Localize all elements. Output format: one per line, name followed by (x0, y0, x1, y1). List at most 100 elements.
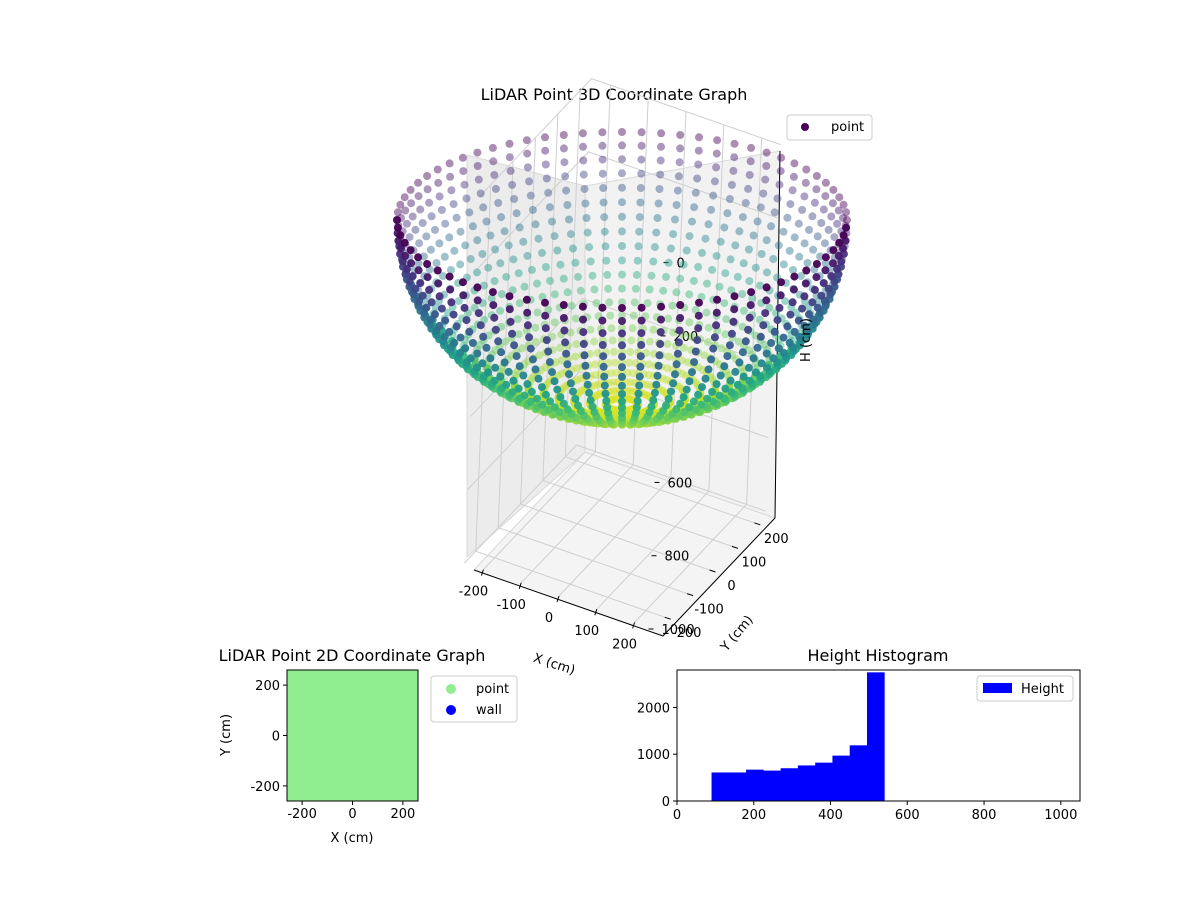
scatter-point-3d (598, 341, 607, 349)
scatter-point-3d (712, 163, 721, 172)
scatter-point-3d (751, 368, 760, 377)
x-tick-mark (556, 595, 560, 603)
scatter-point-3d (753, 217, 762, 226)
scatter-point-3d (762, 148, 771, 157)
scatter-point-3d (685, 403, 694, 412)
scatter-point-3d (509, 376, 518, 385)
scatter-point-3d (741, 337, 750, 346)
scatter-point-3d (637, 303, 646, 312)
scatter-point-3d (496, 306, 505, 315)
scatter-point-3d (553, 246, 562, 255)
scatter-point-3d (664, 258, 673, 267)
scatter-point-3d (526, 191, 535, 200)
scatter-point-3d (738, 213, 747, 222)
scatter-point-3d (713, 295, 722, 304)
scatter-point-3d (745, 277, 754, 286)
scatter-point-3d (816, 252, 825, 261)
scatter-point-3d (774, 241, 783, 250)
scatter-point-3d (669, 230, 678, 239)
scatter-point-3d (550, 403, 559, 412)
y-tick-label-hist: 0 (662, 795, 670, 810)
scatter-point-3d (626, 387, 635, 395)
scatter-point-3d (579, 315, 587, 324)
scatter-point-3d (557, 369, 566, 378)
scatter-point-3d (805, 310, 813, 319)
scatter-point-3d (550, 232, 559, 241)
scatter-point-3d (757, 250, 766, 258)
scatter-point-3d (618, 198, 626, 207)
scatter-point-3d (445, 159, 454, 168)
scatter-point-3d (657, 302, 666, 311)
scatter-point-3d (744, 363, 753, 372)
scatter-point-3d (550, 377, 559, 386)
scatter-point-3d (550, 290, 559, 299)
scatter-point-3d (835, 193, 844, 202)
scatter-point-3d (756, 332, 765, 341)
scatter-point-3d (432, 259, 441, 267)
scatter-point-3d (491, 363, 500, 372)
scatter-point-3d (528, 205, 537, 214)
scatter-point-3d (679, 343, 688, 352)
scatter-point-3d (465, 327, 474, 336)
scatter-point-3d (763, 268, 771, 277)
x-tick-label: 100 (574, 624, 599, 639)
scatter-point-3d (541, 298, 549, 307)
scatter-point-3d (783, 322, 792, 331)
scatter-point-3d (560, 158, 569, 167)
grid-line-y (565, 456, 755, 524)
scatter-point-3d (523, 321, 532, 330)
scatter-point-3d (659, 286, 668, 295)
scatter-point-3d (701, 374, 710, 383)
scatter-point-3d (488, 288, 497, 297)
scatter-point-3d (431, 225, 439, 234)
scatter-point-3d (790, 327, 799, 336)
scatter-point-3d (720, 223, 729, 232)
grid-line-y (564, 90, 581, 457)
scatter-point-3d (523, 308, 532, 317)
scatter-point-3d (473, 236, 482, 245)
x-axis-line (473, 569, 664, 637)
scatter-point-3d (474, 309, 483, 318)
scatter-point-3d (653, 371, 662, 380)
scatter-point-3d (496, 259, 505, 268)
scatter-point-3d (566, 379, 575, 388)
scatter-point-3d (761, 309, 770, 318)
scatter-point-3d (775, 180, 784, 189)
scatter-point-3d (695, 133, 703, 142)
scatter-point-3d (749, 231, 758, 240)
scatter-point-3d (556, 343, 565, 352)
scatter-point-3d (673, 349, 682, 358)
scatter-point-3d (544, 188, 553, 197)
scatter-point-3d (520, 282, 529, 291)
scatter-point-3d (569, 387, 577, 396)
legend-histogram: Height (976, 675, 1074, 702)
scatter-point-3d (609, 378, 618, 387)
scatter-point-3d (636, 362, 645, 371)
scatter-point-3d (546, 397, 555, 406)
scatter-point-3d (624, 358, 633, 367)
x-tick-label: 200 (612, 637, 637, 652)
scatter-point-3d (571, 394, 580, 403)
scatter-point-3d (431, 310, 439, 319)
scatter-point-3d (446, 285, 455, 294)
scatter-point-3d (567, 301, 576, 310)
grid-line-z (467, 371, 769, 491)
legend-histogram-label: Height (1021, 682, 1064, 697)
scatter-point-3d (618, 390, 626, 398)
legend-wall-marker (446, 705, 456, 715)
scatter-point-3d (779, 227, 788, 236)
scatter-2d-plot: LiDAR Point 2D Coordinate Graph -200 0 200… (219, 646, 518, 846)
scatter-point-3d (407, 259, 416, 268)
scatter-point-3d (559, 274, 568, 283)
scatter-point-3d (630, 298, 639, 307)
scatter-point-3d (628, 324, 637, 333)
scatter-point-3d (590, 337, 599, 346)
scatter-point-3d (800, 292, 809, 301)
scatter-point-3d (775, 303, 784, 312)
scatter-point-3d (753, 343, 762, 352)
scatter-point-3d (579, 340, 588, 348)
scatter-point-3d (786, 200, 795, 209)
scatter-point-3d (723, 209, 732, 218)
scatter-point-3d (763, 363, 771, 372)
